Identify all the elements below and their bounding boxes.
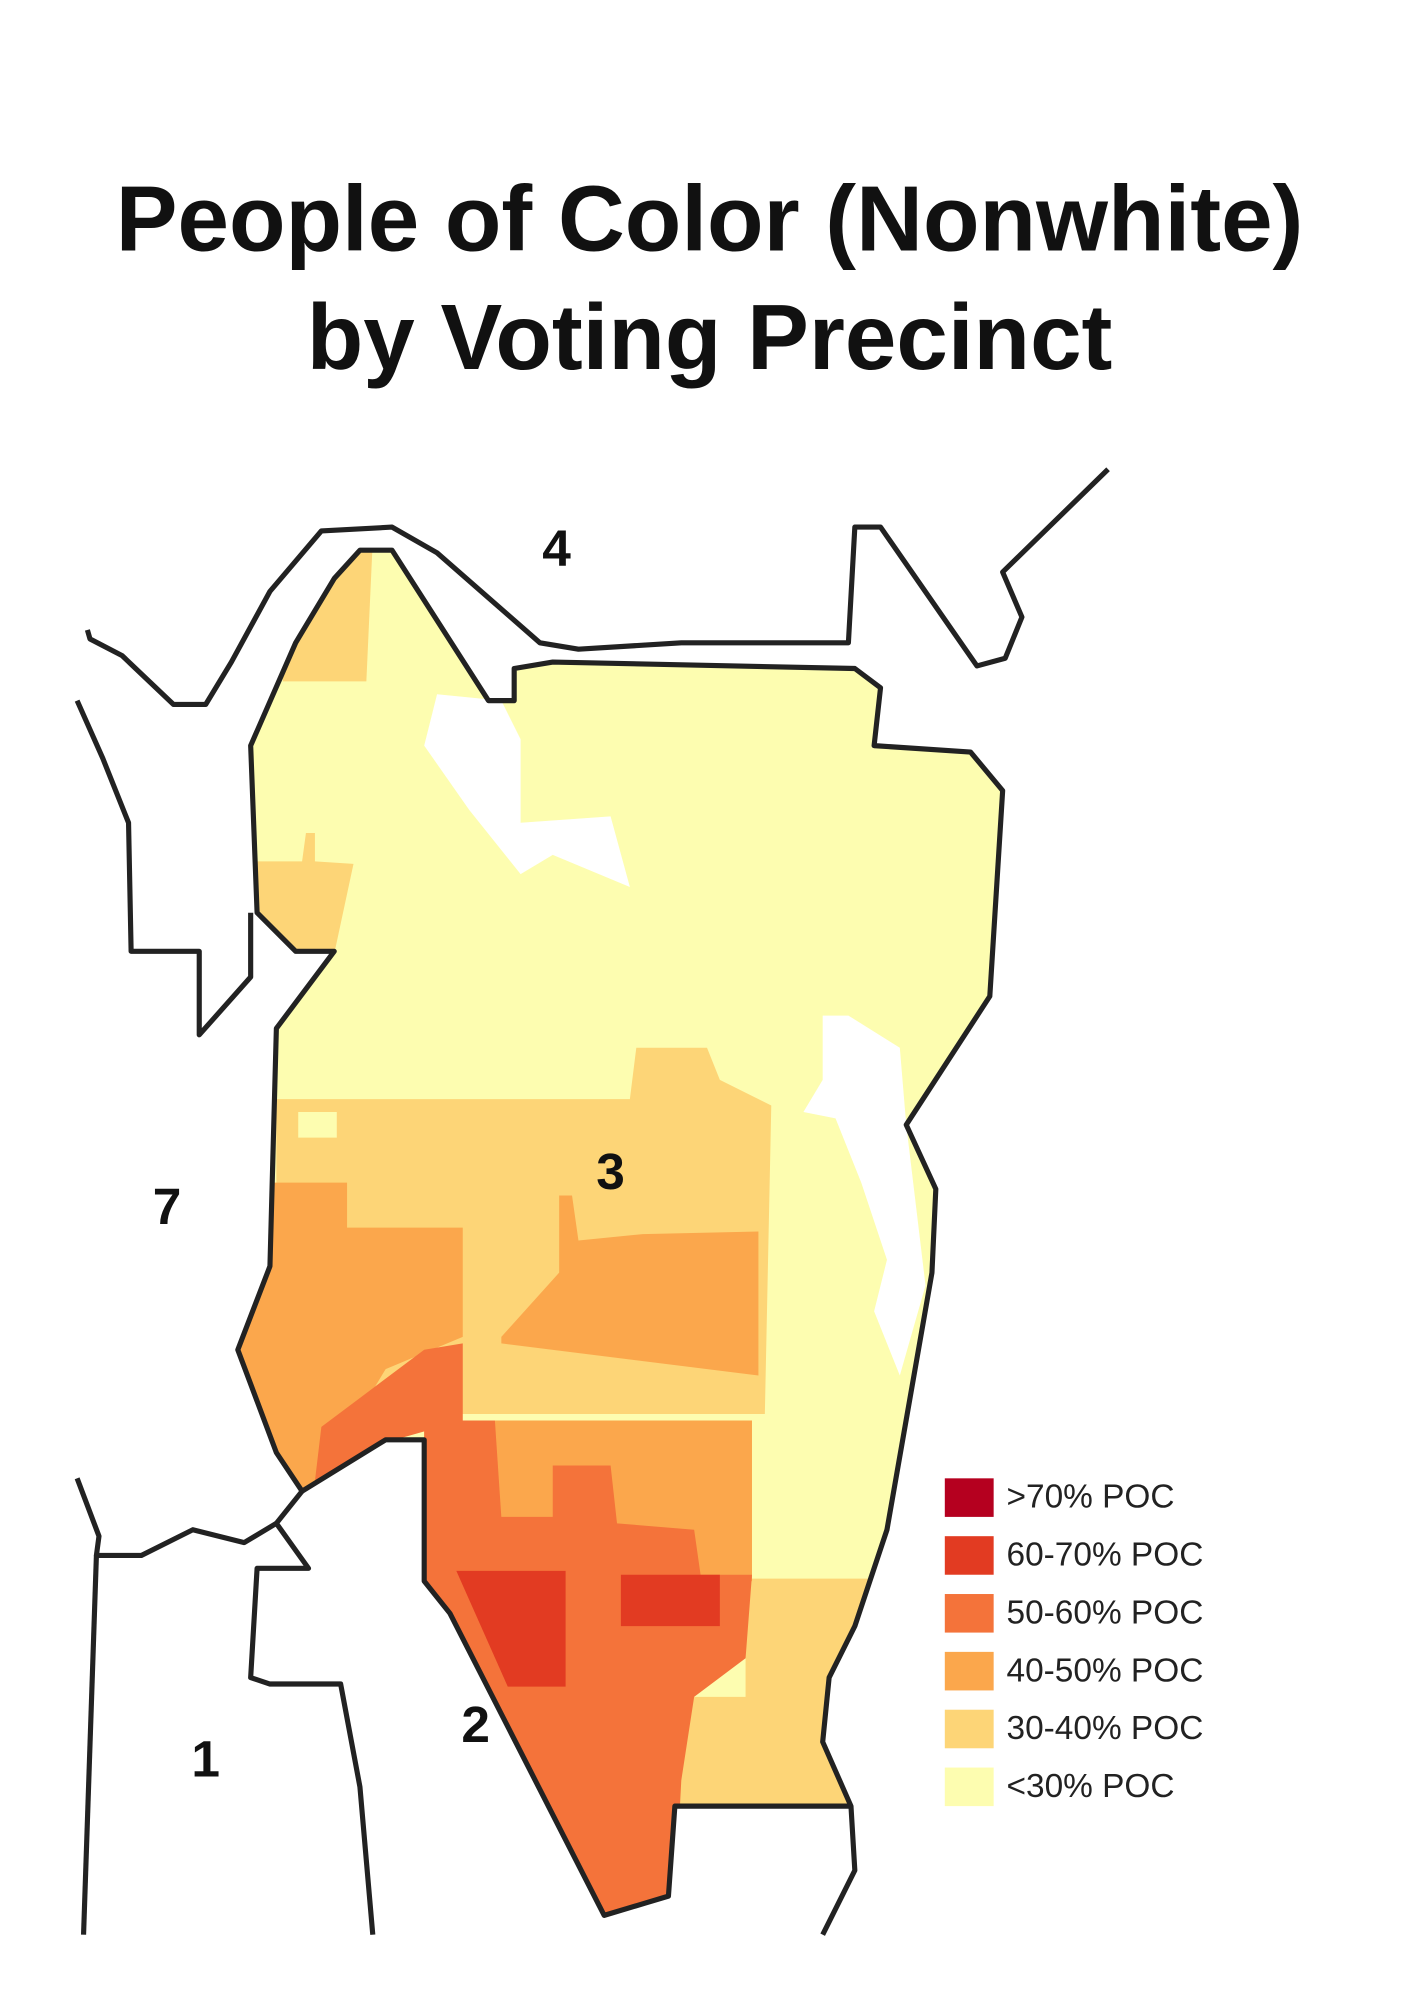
legend-label: >70% POC [1007, 1479, 1175, 1516]
district-boundary [274, 1489, 305, 1525]
precinct-area [620, 1574, 720, 1627]
precinct-area [314, 1343, 463, 1481]
district-label: 3 [596, 1142, 625, 1200]
district-label: 4 [542, 519, 571, 577]
legend-label: 60-70% POC [1007, 1537, 1204, 1574]
legend-swatch [944, 1651, 994, 1691]
precinct-area [282, 550, 373, 682]
precinct-area [250, 833, 354, 954]
district-label: 2 [461, 1695, 490, 1753]
district-boundary [74, 1477, 376, 1935]
precinct-area [424, 1420, 752, 1916]
legend-label: 50-60% POC [1007, 1594, 1204, 1631]
district-3-fill [237, 550, 1003, 1916]
title-line: People of Color (Nonwhite) [116, 167, 1304, 271]
precinct-area [298, 1111, 337, 1138]
precinct-area [674, 1578, 875, 1826]
legend: >70% POC 60-70% POC 50-60% POC 40-50% POC 30… [944, 1478, 1204, 1807]
district-label: 7 [153, 1177, 182, 1235]
legend-label: <30% POC [1007, 1768, 1175, 1805]
district-boundary [820, 1805, 858, 1936]
legend-swatch [944, 1709, 994, 1749]
precinct-area [501, 1195, 759, 1376]
legend-label: 40-50% POC [1007, 1652, 1204, 1689]
legend-swatch [944, 1478, 994, 1517]
unpopulated-area [424, 694, 630, 888]
unpopulated-area [803, 1015, 926, 1376]
legend-label: 30-40% POC [1007, 1710, 1204, 1747]
district-label: 1 [191, 1730, 220, 1788]
legend-swatch [944, 1767, 994, 1807]
district-boundary [80, 1555, 99, 1935]
precinct-area [237, 1182, 463, 1498]
district-boundary [84, 467, 1110, 708]
district-boundary [74, 699, 254, 1038]
legend-swatch [944, 1594, 994, 1633]
title-line: by Voting Precinct [307, 285, 1113, 389]
precinct-area [456, 1570, 566, 1687]
legend-swatch [944, 1536, 994, 1575]
